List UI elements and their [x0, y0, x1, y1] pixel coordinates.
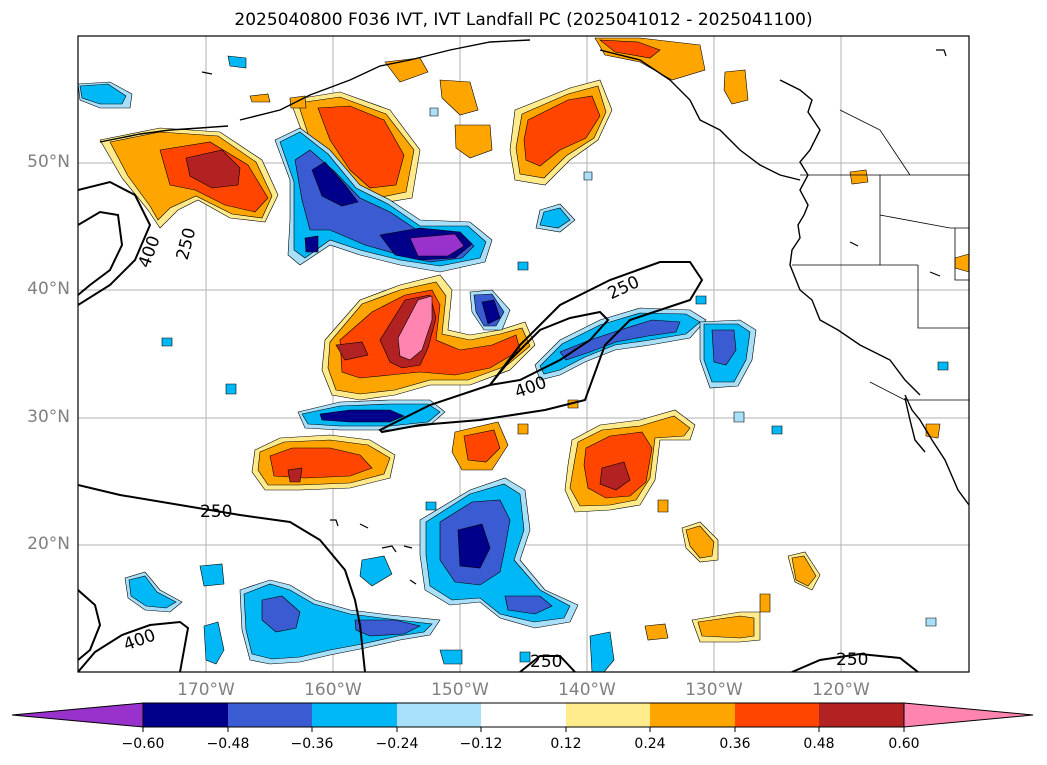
colorbar-low-extension — [11, 702, 144, 728]
contour-label: 250 — [836, 650, 868, 670]
colorbar-frame — [142, 702, 905, 728]
lon-label: 120°W — [812, 680, 870, 700]
colorbar-tick-label: 0.48 — [803, 736, 835, 752]
lat-label: 50°N — [27, 152, 70, 172]
map-title: 2025040800 F036 IVT, IVT Landfall PC (20… — [234, 10, 813, 30]
lon-label: 150°W — [431, 680, 489, 700]
colorbar-cell — [735, 703, 819, 727]
lon-label: 160°W — [304, 680, 362, 700]
lon-label: 140°W — [558, 680, 616, 700]
colorbar-cell — [566, 703, 650, 727]
colorbar-tick-label: 0.12 — [550, 736, 582, 752]
colorbar — [11, 702, 1034, 732]
colorbar-cell — [228, 703, 312, 727]
contour-label: 250 — [200, 502, 232, 522]
negative-pc-regions — [78, 55, 949, 672]
state-borders — [792, 109, 969, 401]
colorbar-tick-label: 0.60 — [888, 736, 920, 752]
positive-pc-regions — [99, 37, 969, 643]
colorbar-tick-label: 0.24 — [634, 736, 666, 752]
colorbar-tick-label: −0.36 — [290, 736, 334, 752]
colorbar-tick-label: −0.60 — [121, 736, 165, 752]
lon-label: 130°W — [685, 680, 743, 700]
contour-label: 250 — [530, 652, 562, 672]
colorbar-high-extension — [903, 702, 1034, 728]
colorbar-tick-label: −0.12 — [459, 736, 503, 752]
islands — [201, 49, 947, 585]
colorbar-cell — [481, 703, 566, 727]
lat-label: 30°N — [27, 407, 70, 427]
lat-label: 20°N — [27, 534, 70, 554]
colorbar-cell — [819, 703, 904, 727]
colorbar-tick-label: −0.48 — [206, 736, 250, 752]
lon-label: 170°W — [177, 680, 235, 700]
colorbar-cell — [650, 703, 735, 727]
colorbar-cell — [312, 703, 397, 727]
colorbar-tick-label: −0.24 — [375, 736, 419, 752]
ivt-contours — [78, 180, 919, 672]
colorbar-cell — [397, 703, 481, 727]
lat-label: 40°N — [27, 279, 70, 299]
colorbar-tick-label: 0.36 — [719, 736, 751, 752]
coastline — [99, 39, 969, 506]
colorbar-cell — [143, 703, 228, 727]
map-frame — [77, 35, 970, 673]
